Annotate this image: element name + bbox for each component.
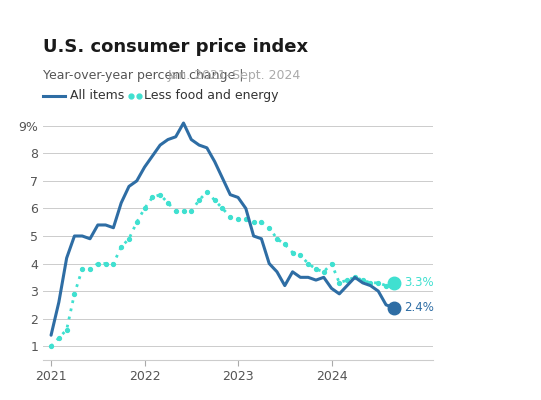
Text: 3.3%: 3.3% <box>404 276 433 289</box>
Text: Less food and energy: Less food and energy <box>144 89 278 102</box>
Text: All items: All items <box>70 89 124 102</box>
Text: 2.4%: 2.4% <box>404 301 434 314</box>
Text: U.S. consumer price index: U.S. consumer price index <box>43 38 308 56</box>
Text: Jan. 2021–Sept. 2024: Jan. 2021–Sept. 2024 <box>168 68 301 82</box>
Text: Year-over-year percent change |: Year-over-year percent change | <box>43 68 248 82</box>
